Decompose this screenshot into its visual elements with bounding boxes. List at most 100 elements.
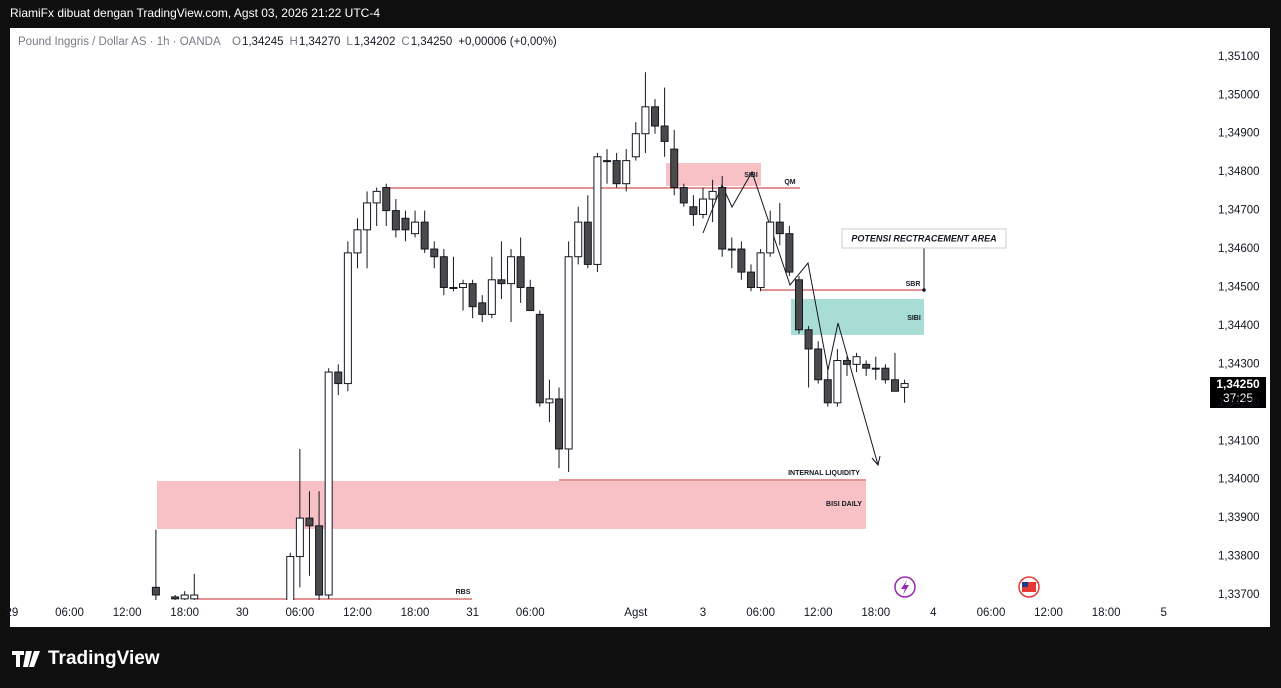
- x-tick-label: 06:00: [285, 607, 314, 619]
- candle-body: [679, 187, 688, 204]
- y-tick-label: 1,33800: [1218, 551, 1260, 563]
- candle-body: [295, 517, 304, 558]
- annotation: SBR: [906, 281, 921, 288]
- ohlc-value: 1,34270: [299, 36, 341, 48]
- candle-body: [555, 398, 564, 450]
- y-tick-label: 1,35000: [1218, 89, 1260, 101]
- y-tick-label: 1,34100: [1218, 435, 1260, 447]
- candle-body: [363, 202, 372, 231]
- candle-body: [286, 556, 295, 600]
- candle-body: [391, 210, 400, 231]
- anchor: [922, 288, 926, 292]
- candle-body: [305, 517, 314, 527]
- x-tick-label: 18:00: [401, 607, 430, 619]
- candle-body: [401, 217, 410, 231]
- x-tick-label: 12:00: [804, 607, 833, 619]
- candle-body: [794, 279, 803, 331]
- watermark: RiamiFx dibuat dengan TradingView.com, A…: [10, 6, 380, 20]
- annotation: INTERNAL LIQUIDITY: [788, 470, 860, 477]
- drawings: [157, 163, 1007, 600]
- event-icon-glyph: [901, 580, 909, 595]
- candle-body: [171, 596, 180, 600]
- candle-body: [535, 313, 544, 404]
- candle-body: [708, 190, 717, 200]
- x-tick-label: 30: [236, 607, 249, 619]
- logo: TradingView: [48, 648, 160, 669]
- ohlc-key: L: [346, 36, 353, 48]
- candle-body: [564, 256, 573, 450]
- candle-body: [881, 367, 890, 381]
- x-tick-label: 06:00: [55, 607, 84, 619]
- candle-body: [833, 360, 842, 404]
- candle-body: [439, 256, 448, 288]
- candle-body: [890, 379, 899, 392]
- logo-mark: [12, 651, 40, 667]
- x-tick-label: 31: [466, 607, 479, 619]
- candle-body: [487, 279, 496, 315]
- x-tick-label: 18:00: [170, 607, 199, 619]
- candle-body: [756, 252, 765, 288]
- candle-body: [737, 248, 746, 273]
- ohlc-legend: O 1,34245 H 1,34270 L 1,34202 C 1,34250 +0,00006…: [232, 36, 557, 48]
- x-tick-label: Agst: [624, 607, 648, 619]
- candle-body: [746, 271, 755, 288]
- candle-body: [660, 125, 669, 142]
- x-tick-label: 29: [6, 607, 19, 619]
- annotation: BISI DAILY: [826, 501, 862, 508]
- candle-body: [411, 221, 420, 235]
- y-tick-label: 1,34700: [1218, 205, 1260, 217]
- y-tick-label: 1,34300: [1218, 358, 1260, 370]
- arrow-head: [871, 455, 881, 467]
- candle-body: [180, 594, 189, 600]
- price-label-box: [1210, 377, 1266, 408]
- x-tick-label: 12:00: [343, 607, 372, 619]
- candle-body: [574, 221, 583, 258]
- candle-body: [670, 148, 679, 189]
- candle-body: [545, 398, 554, 404]
- flag-canton: [1022, 582, 1028, 587]
- candle-body: [641, 106, 650, 135]
- candle-body: [382, 187, 391, 212]
- candle-body: [689, 206, 698, 215]
- candle-body: [651, 106, 660, 127]
- candle-body: [343, 252, 352, 385]
- candle-body: [785, 233, 794, 273]
- event-icon[interactable]: [894, 576, 916, 598]
- x-tick-label: 5: [1161, 607, 1167, 619]
- candle-body: [842, 360, 851, 365]
- x-tick-label: 06:00: [516, 607, 545, 619]
- candle-body: [622, 160, 631, 185]
- y-tick-label: 1,34600: [1218, 243, 1260, 255]
- y-tick-label: 1,35100: [1218, 51, 1260, 63]
- candle-body: [420, 221, 429, 250]
- y-tick-label: 1,34000: [1218, 474, 1260, 486]
- countdown: 37:25: [1223, 391, 1253, 405]
- y-tick-label: 1,33700: [1218, 589, 1260, 601]
- flag: [1022, 582, 1036, 592]
- annotation: SIBI: [907, 315, 921, 322]
- candle-body: [775, 221, 784, 235]
- candle-body: [612, 160, 621, 185]
- y-tick-label: 1,34200: [1218, 397, 1260, 409]
- candle-body: [823, 379, 832, 404]
- y-tick-label: 1,34800: [1218, 166, 1260, 178]
- candle-body: [478, 302, 487, 315]
- ohlc-value: 1,34202: [354, 36, 396, 48]
- candle-body: [372, 190, 381, 204]
- candle-body: [324, 371, 333, 596]
- candle-body: [718, 187, 727, 250]
- ohlc-value: 1,34250: [411, 36, 453, 48]
- candle-body: [862, 363, 871, 369]
- y-tick-label: 1,33900: [1218, 512, 1260, 524]
- x-tick-label: 12:00: [113, 607, 142, 619]
- candle-body: [727, 248, 736, 251]
- ohlc-key: O: [232, 36, 241, 48]
- x-tick-label: 06:00: [977, 607, 1006, 619]
- last-price: 1,34250: [1216, 377, 1260, 391]
- ohlc-value: 1,34245: [242, 36, 284, 48]
- candle-body: [516, 256, 525, 288]
- candle-body: [334, 371, 343, 385]
- candle-body: [430, 248, 439, 258]
- ohlc-change: +0,00006 (+0,00%): [458, 36, 557, 48]
